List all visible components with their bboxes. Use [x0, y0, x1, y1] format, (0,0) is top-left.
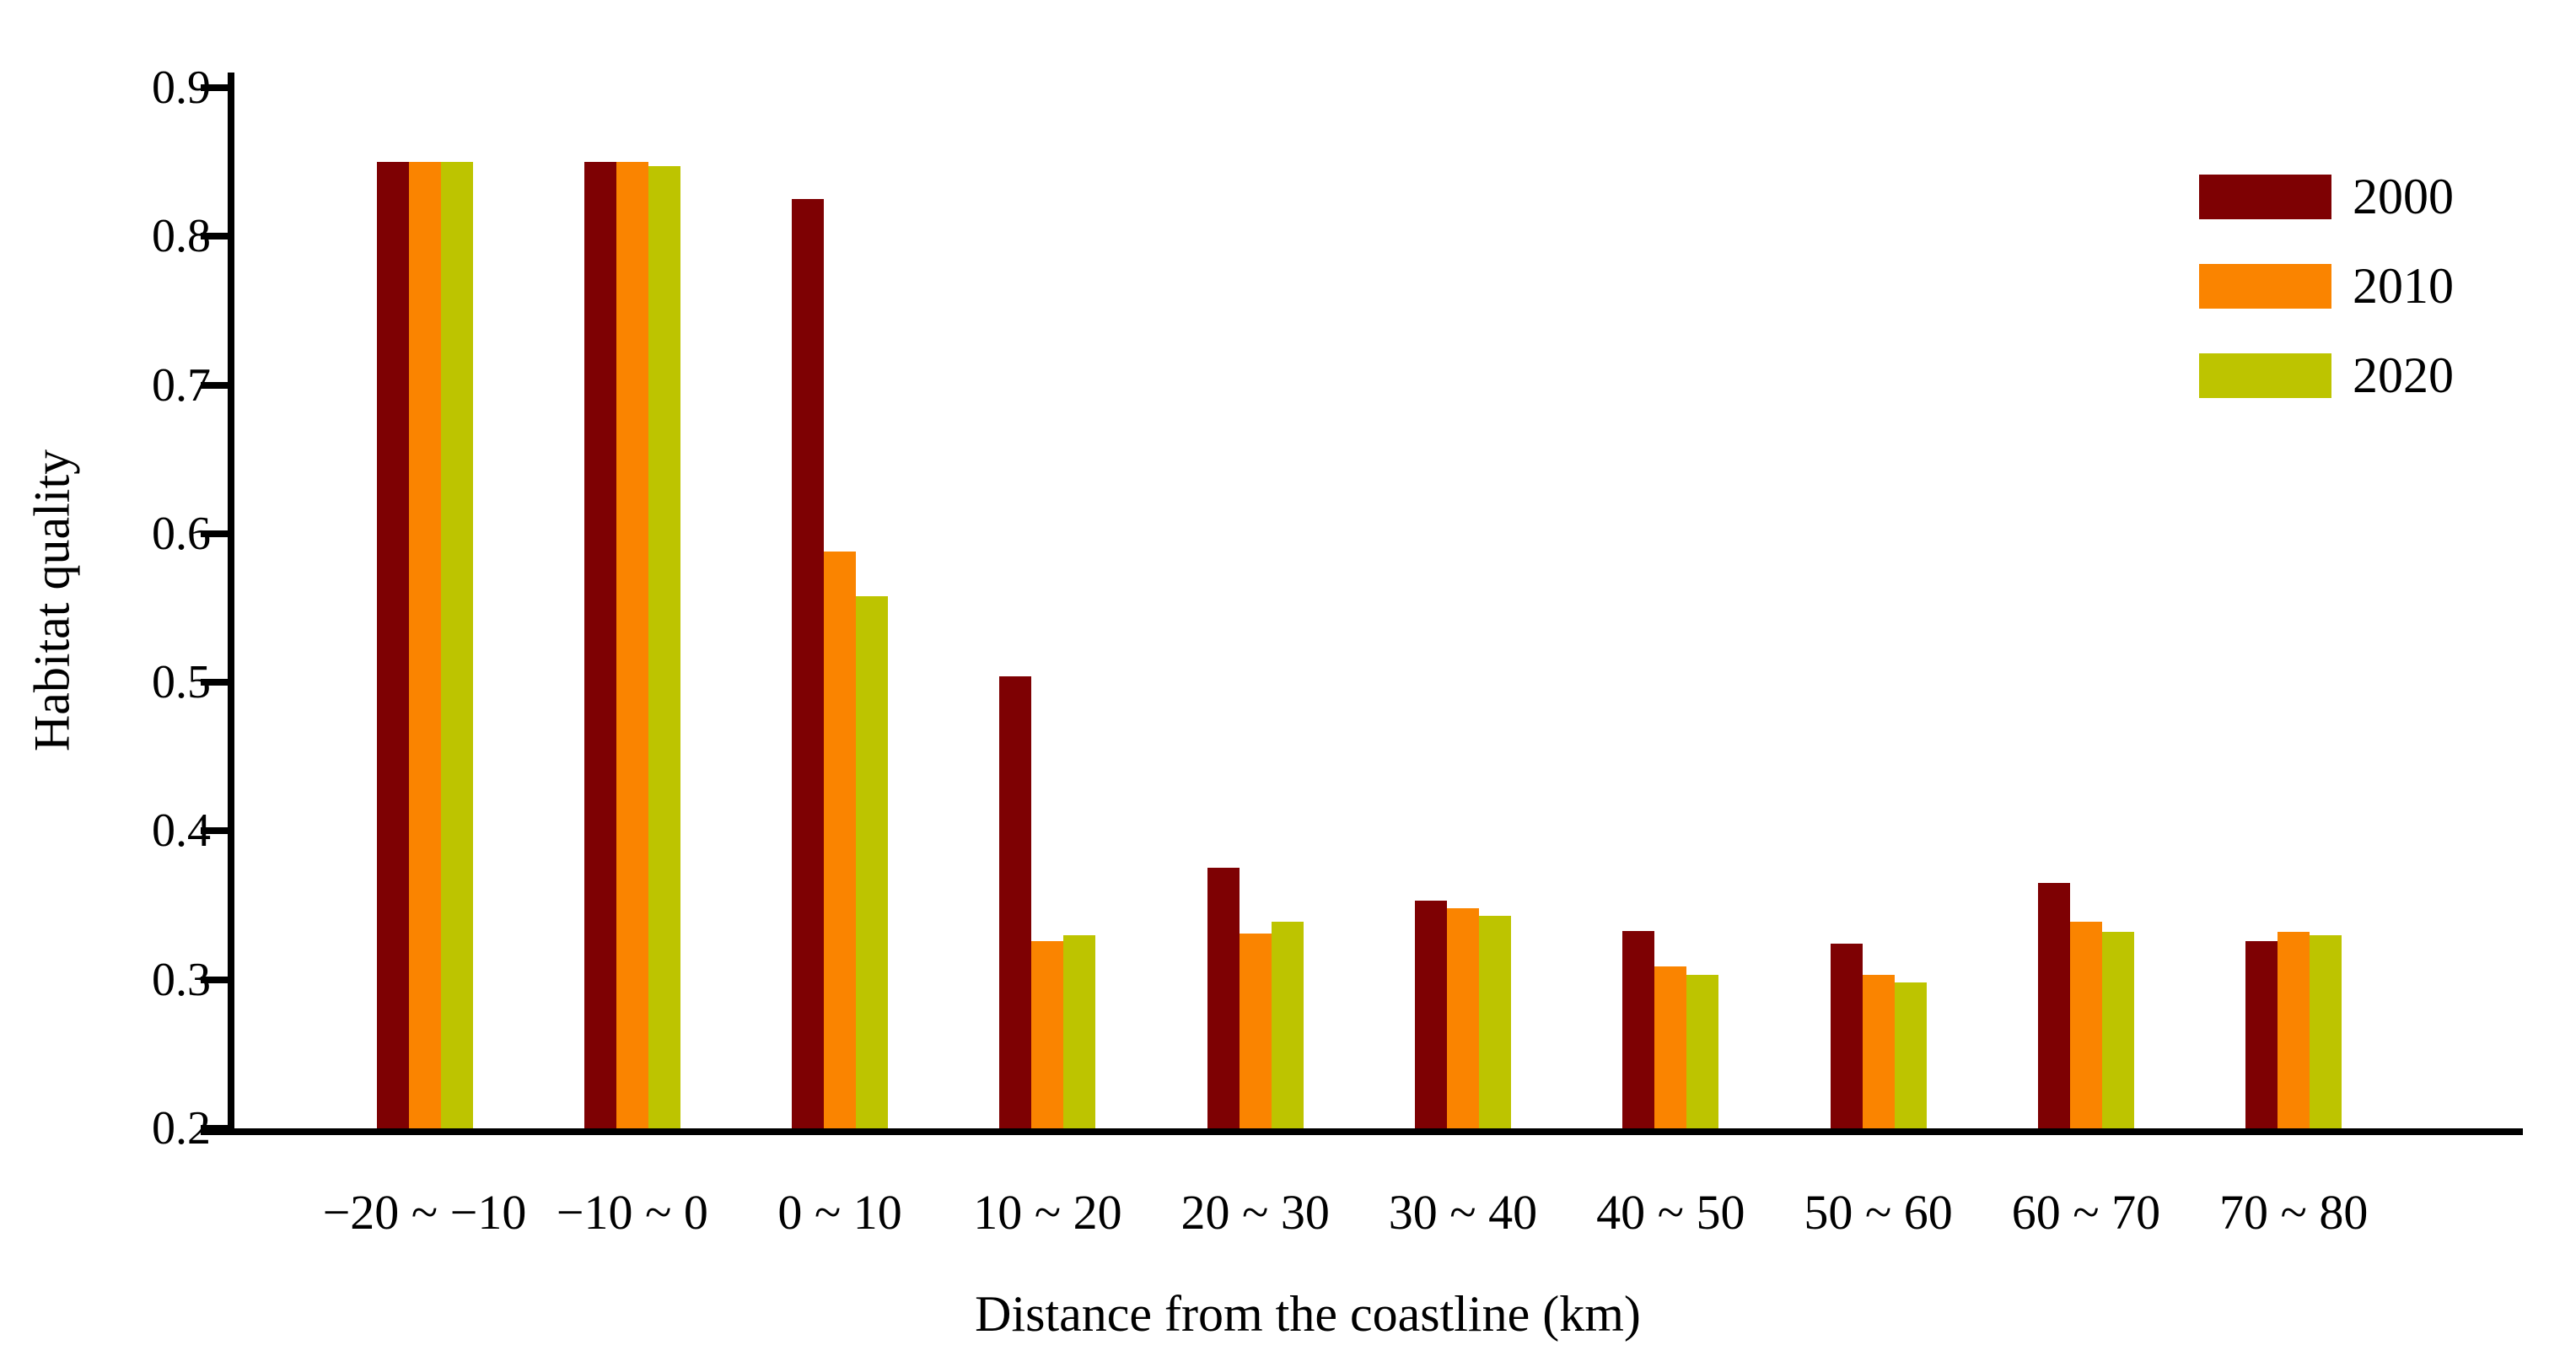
legend-label-2000: 2000 [2353, 169, 2454, 224]
x-tick-label: 70 ~ 80 [2218, 1185, 2369, 1240]
bar-2020-1 [648, 166, 680, 1128]
y-tick [201, 976, 228, 983]
bar-2020-6 [1686, 975, 1719, 1128]
bar-2020-3 [1063, 934, 1096, 1128]
x-tick-label: 30 ~ 40 [1388, 1185, 1538, 1240]
y-tick [201, 679, 228, 686]
y-tick [201, 530, 228, 537]
legend-label-2020: 2020 [2353, 347, 2454, 403]
y-tick-label: 0.2 [152, 1102, 211, 1154]
x-tick-label: 0 ~ 10 [777, 1185, 902, 1240]
bar-2000-0 [376, 162, 409, 1128]
x-axis-title: Distance from the coastline (km) [975, 1286, 1641, 1342]
bar-2020-9 [2310, 934, 2342, 1128]
bar-2020-0 [440, 162, 473, 1128]
bar-2000-3 [999, 676, 1032, 1128]
y-tick-label: 0.9 [152, 61, 211, 114]
bar-2010-2 [824, 551, 857, 1128]
y-tick [201, 381, 228, 389]
bar-2000-5 [1415, 901, 1447, 1128]
bar-2000-8 [2037, 883, 2070, 1128]
bar-2000-9 [2245, 940, 2278, 1128]
y-axis-line [228, 73, 234, 1135]
bar-2000-4 [1207, 868, 1240, 1128]
legend-label-2010: 2010 [2353, 258, 2454, 314]
legend-swatch-2000 [2199, 175, 2331, 219]
y-tick [201, 83, 228, 91]
bar-2000-2 [792, 199, 825, 1128]
x-tick-label: 10 ~ 20 [973, 1185, 1122, 1240]
y-tick-label: 0.7 [152, 358, 211, 412]
x-tick-label: 20 ~ 30 [1180, 1185, 1330, 1240]
x-tick-label: 40 ~ 50 [1596, 1185, 1745, 1240]
x-axis-line [201, 1128, 2523, 1135]
bar-2000-6 [1622, 930, 1655, 1128]
bar-2010-9 [2278, 932, 2310, 1128]
bar-2010-8 [2069, 921, 2102, 1128]
bar-2010-5 [1447, 908, 1479, 1128]
x-tick-label: 50 ~ 60 [1804, 1185, 1953, 1240]
bar-2010-4 [1239, 934, 1272, 1128]
y-tick-label: 0.3 [152, 953, 211, 1006]
y-tick [201, 1125, 228, 1132]
x-tick-label: 60 ~ 70 [2011, 1185, 2161, 1240]
bar-2000-7 [1830, 944, 1863, 1128]
y-tick-label: 0.6 [152, 507, 211, 560]
x-tick-label: −20 ~ −10 [322, 1185, 527, 1240]
bar-2010-6 [1654, 966, 1687, 1128]
bar-2020-4 [1271, 921, 1304, 1128]
bar-2010-0 [408, 162, 441, 1128]
bar-2010-7 [1862, 975, 1895, 1128]
legend-swatch-2010 [2199, 264, 2331, 309]
y-tick [201, 827, 228, 835]
y-tick [201, 233, 228, 240]
bar-2010-1 [616, 162, 648, 1128]
bar-2010-3 [1031, 940, 1064, 1128]
y-tick-label: 0.4 [152, 805, 211, 858]
y-tick-label: 0.8 [152, 210, 211, 263]
bar-2020-8 [2101, 932, 2134, 1128]
y-tick-label: 0.5 [152, 656, 211, 709]
bar-2020-2 [856, 595, 889, 1128]
bar-2020-7 [1894, 982, 1927, 1128]
bar-2000-1 [583, 162, 616, 1128]
legend-swatch-2020 [2199, 353, 2331, 398]
x-tick-label: −10 ~ 0 [556, 1185, 708, 1240]
bar-2020-5 [1479, 915, 1511, 1128]
